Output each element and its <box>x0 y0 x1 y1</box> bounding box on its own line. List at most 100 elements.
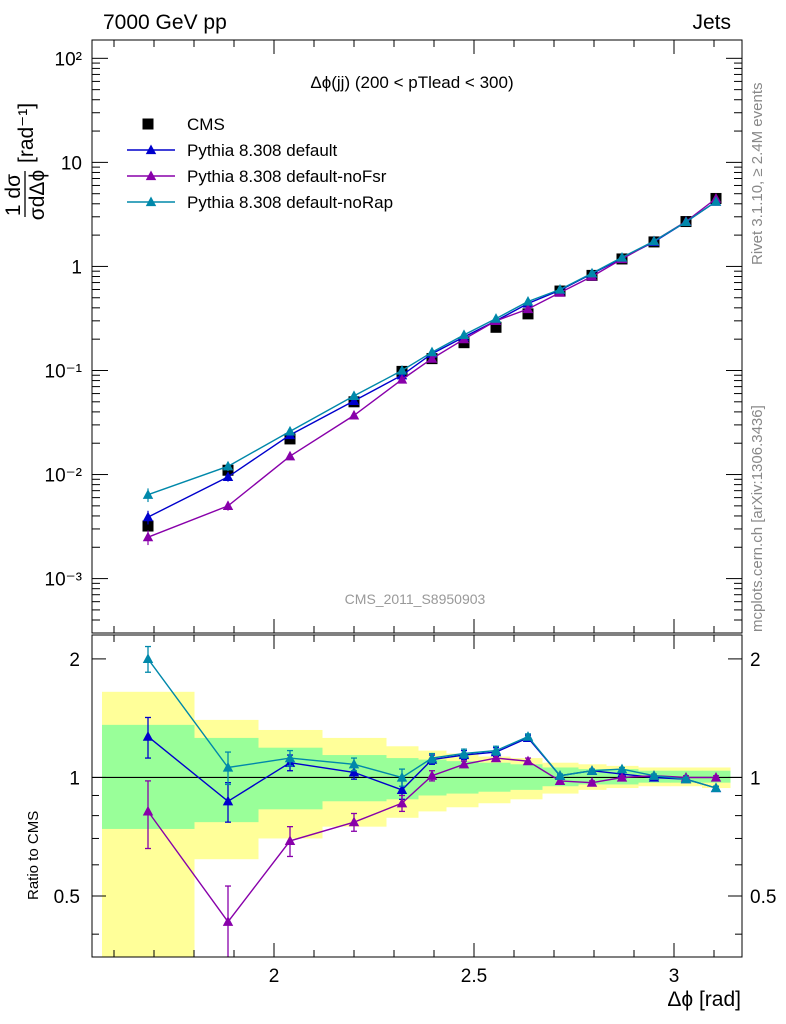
cms-point-0 <box>142 520 154 532</box>
header-left: 7000 GeV pp <box>103 11 227 34</box>
series-1-point-3 <box>348 409 360 420</box>
series-1-ratio-point-6 <box>458 758 470 769</box>
y-tick-label-0: 10⁻³ <box>45 570 83 591</box>
plot-title: Δϕ(jj) (200 < pTlead < 300) <box>310 73 513 92</box>
ratio-tick-label-right-2: 2 <box>750 650 761 671</box>
series-2-ratio-point-9 <box>554 770 566 780</box>
series-0-ratio-point-3 <box>348 766 360 777</box>
series-2-ratio-point-10 <box>586 765 598 775</box>
y-label-den: σdΔϕ <box>26 170 49 220</box>
series-2-point-1 <box>222 460 234 471</box>
series-1-ratio-point-1 <box>222 916 234 926</box>
series-1-ratio-point-10 <box>586 777 598 787</box>
y-tick-label-3: 1 <box>71 257 82 278</box>
series-2-point-3 <box>348 390 360 401</box>
ratio-tick-label-left-2: 2 <box>69 650 80 671</box>
legend-label-0: Pythia 8.308 default <box>187 141 338 160</box>
x-axis-label: Δϕ [rad] <box>667 988 741 1011</box>
series-1-point-4 <box>396 373 408 384</box>
ratio-y-label: Ratio to CMS <box>25 811 42 900</box>
series-1-point-1 <box>222 500 234 510</box>
series-2-point-0 <box>142 489 154 499</box>
series-2-ratio-point-7 <box>490 745 502 755</box>
legend-label-2: Pythia 8.308 default-noRap <box>187 193 393 212</box>
band-inner-10 <box>578 769 607 785</box>
series-0-point-0 <box>142 511 154 522</box>
ratio-frame <box>91 634 743 958</box>
series-1-ratio-point-0 <box>142 805 154 816</box>
series-2-ratio-point-2 <box>284 752 296 763</box>
ratio-tick-label-right-0: 0.5 <box>750 887 776 908</box>
series-1-ratio-point-4 <box>396 797 408 808</box>
series-2-point-7 <box>490 313 502 323</box>
legend: CMS Pythia 8.308 default Pythia 8.308 defa… <box>127 115 393 212</box>
series-2-ratio-point-3 <box>348 758 360 769</box>
y-tick-label-1: 10⁻² <box>45 466 83 487</box>
ratio-tick-label-left-1: 1 <box>69 768 80 789</box>
cms-point-7 <box>490 321 502 333</box>
series-2-point-14 <box>710 196 722 206</box>
legend-label-1: Pythia 8.308 default-noFsr <box>187 167 387 186</box>
series-1-ratio-point-7 <box>490 752 502 763</box>
series-2-ratio-point-13 <box>680 773 692 784</box>
ratio-tick-label-right-1: 1 <box>750 768 761 789</box>
x-tick-label-1: 2.5 <box>461 966 487 987</box>
series-1-ratio-point-9 <box>554 775 566 786</box>
main-plot <box>142 192 722 546</box>
series-1-point-5 <box>426 353 438 363</box>
x-tick-label-0: 2 <box>269 966 280 987</box>
legend-cms-marker <box>142 118 154 130</box>
series-1-ratio-point-11 <box>616 771 628 782</box>
series-2-point-5 <box>426 346 438 357</box>
x-tick-label-2: 3 <box>669 966 680 987</box>
ratio-tick-label-left-0: 0.5 <box>54 887 80 908</box>
series-2-point-2 <box>284 425 296 436</box>
analysis-tag: CMS_2011_S8950903 <box>345 591 486 607</box>
series-1-ratio-point-14 <box>710 771 722 782</box>
series-1-ratio-point-2 <box>284 835 296 846</box>
y-axis-label-group: 1 dσ σdΔϕ [rad⁻¹] <box>2 103 49 220</box>
series-2-point-6 <box>458 329 470 339</box>
series-1-ratio-point-8 <box>522 755 534 766</box>
series-1-ratio-point-5 <box>426 770 438 780</box>
series-1-point-8 <box>522 303 534 314</box>
series-1-ratio-point-3 <box>348 816 360 827</box>
series-2-point-4 <box>396 364 408 375</box>
series-2-ratio-point-14 <box>710 782 722 793</box>
series-1-point-0 <box>142 531 154 542</box>
series-2-point-11 <box>616 251 628 262</box>
series-2-ratio-point-11 <box>616 763 628 774</box>
series-2-ratio-point-5 <box>426 752 438 763</box>
y-tick-label-4: 10 <box>61 153 82 174</box>
main-frame <box>91 39 743 634</box>
series-0-ratio-point-4 <box>396 784 408 794</box>
series-2-point-9 <box>554 284 566 294</box>
series-0-point-1 <box>222 471 234 481</box>
series-2-point-12 <box>648 235 660 246</box>
series-1-line <box>147 197 717 538</box>
series-2-ratio-point-4 <box>396 771 408 782</box>
series-2-ratio-point-8 <box>522 731 534 741</box>
y-label-num: 1 dσ <box>2 174 25 216</box>
series-0-ratio-point-0 <box>142 731 154 741</box>
y-tick-label-2: 10⁻¹ <box>45 361 83 382</box>
series-2-ratio-point-0 <box>142 653 154 664</box>
header-right: Jets <box>692 11 731 34</box>
series-1-point-2 <box>284 450 296 461</box>
y-axis-label: 1 dσ σdΔϕ [rad⁻¹] <box>2 103 49 220</box>
y-tick-label-5: 10² <box>55 49 82 70</box>
rivet-label: Rivet 3.1.10, ≥ 2.4M events <box>749 83 766 266</box>
legend-marker-2 <box>145 196 157 207</box>
source-label: mcplots.cern.ch [arXiv:1306.3436] <box>749 405 766 632</box>
series-2-ratio-point-6 <box>458 748 470 758</box>
series-2-point-8 <box>522 296 534 306</box>
series-0-point-3 <box>348 395 360 406</box>
ratio-plot <box>92 645 742 957</box>
axes: 2 2.5 3 10⁻³ 10⁻² 10⁻¹ 1 10 10² 0.5 0.5 1 1 2 2 <box>45 40 776 987</box>
series-2-ratio-point-12 <box>648 770 660 780</box>
cms-point-8 <box>522 308 534 320</box>
series-2-point-10 <box>586 267 598 278</box>
series-2-point-13 <box>680 216 692 227</box>
series-2-ratio-point-1 <box>222 761 234 772</box>
